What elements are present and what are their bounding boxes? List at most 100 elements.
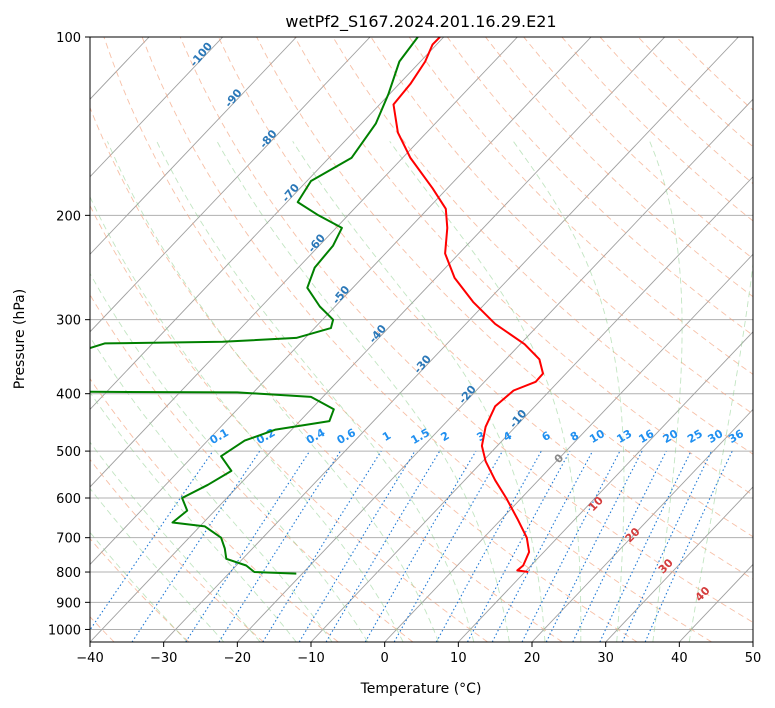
y-tick-label: 1000 — [48, 623, 81, 638]
moist-adiabat-label: 10 — [586, 494, 606, 514]
y-tick-label: 300 — [56, 314, 81, 329]
dry-adiabat-line — [637, 37, 753, 148]
dry-adiabat-line — [408, 37, 753, 375]
mixing-ratio-label: 25 — [685, 427, 705, 446]
y-tick-label: 400 — [56, 388, 81, 403]
y-tick-label: 100 — [56, 31, 81, 46]
x-tick-label: 30 — [597, 651, 614, 666]
mixing-ratio-line — [644, 450, 733, 642]
mixing-ratio-line — [393, 450, 503, 642]
moist-adiabat-line — [156, 141, 475, 642]
dry-adiabat-line — [90, 204, 488, 642]
chart-title: wetPf2_S167.2024.201.16.29.E21 — [285, 12, 556, 32]
y-tick-label: 600 — [56, 492, 81, 507]
moist-adiabat-line — [90, 441, 261, 642]
mixing-ratio-label: 30 — [706, 427, 726, 446]
isotherm-line — [0, 37, 2, 642]
x-tick-label: −30 — [150, 651, 177, 666]
dry-adiabat-line — [523, 37, 753, 260]
mixing-ratio-line — [90, 450, 214, 631]
isotherm-label: -10 — [507, 407, 530, 431]
mixing-ratio-label: 0.6 — [335, 426, 359, 447]
isotherm-line — [90, 37, 518, 488]
isotherm-line — [458, 331, 753, 642]
mixing-ratio-line — [435, 450, 542, 642]
mixing-ratio-line — [545, 450, 643, 642]
y-tick-label: 900 — [56, 596, 81, 611]
isotherm-line — [90, 37, 592, 566]
dry-adiabat-line — [599, 37, 753, 185]
mixing-ratio-line — [298, 450, 416, 642]
moist-adiabat-line — [688, 260, 753, 642]
isotherm-label: -20 — [456, 383, 479, 407]
dry-adiabat-line — [90, 458, 264, 642]
profile-line-3 — [90, 37, 419, 350]
isotherm-line — [679, 563, 753, 642]
mixing-ratio-label: 16 — [636, 427, 656, 446]
isotherm-label: -90 — [222, 86, 245, 110]
y-axis-title: Pressure (hPa) — [12, 289, 28, 389]
mixing-ratio-line — [218, 450, 341, 642]
moist-adiabat-label: 40 — [693, 584, 713, 604]
isotherm-line — [90, 37, 297, 255]
moist-adiabat-line — [649, 141, 683, 642]
y-axis-ticks: 100 200 300 400 500 600 700 800 900 1000 — [48, 31, 90, 638]
isotherm-line — [237, 98, 753, 642]
dry-adiabat-line — [103, 37, 638, 642]
x-tick-label: −20 — [224, 651, 251, 666]
y-tick-label: 800 — [56, 566, 81, 581]
mixing-ratio-line — [364, 450, 477, 642]
moist-adiabat-line — [389, 141, 582, 642]
mixing-ratio-label: 0.4 — [304, 426, 328, 447]
dry-adiabat-line — [332, 37, 753, 455]
dry-adiabat-line — [217, 37, 753, 580]
moist-adiabat-line — [90, 487, 225, 642]
dry-adiabat-line — [370, 37, 753, 415]
isotherm-label: -30 — [411, 352, 434, 376]
x-tick-label: 20 — [524, 651, 541, 666]
mixing-ratio-label: 8 — [568, 429, 581, 444]
moist-adiabat-line — [90, 272, 369, 642]
mixing-ratio-label: 0.1 — [208, 426, 231, 447]
mixing-ratio-line — [262, 450, 382, 642]
isotherm-line — [384, 253, 753, 642]
mixing-ratio-line — [185, 450, 311, 642]
profile-line-2 — [90, 390, 335, 575]
isotherm-line — [90, 37, 666, 642]
mixing-ratio-label: 36 — [726, 427, 746, 446]
dry-adiabat-line — [256, 37, 753, 538]
x-tick-label: −40 — [76, 651, 103, 666]
mixing-ratio-line — [131, 450, 261, 642]
isotherm-line — [90, 37, 371, 333]
mixing-ratio-label: 4 — [501, 429, 514, 444]
x-tick-label: 0 — [381, 651, 389, 666]
isotherm-line — [163, 37, 739, 642]
dry-adiabat-line — [90, 106, 563, 642]
moist-adiabat-line — [90, 195, 404, 642]
isotherm-label: -80 — [257, 127, 280, 151]
moist-adiabat-line — [512, 141, 625, 642]
moist-adiabat-line — [216, 141, 510, 642]
x-axis-ticks: −40 −30 −20 −10 0 10 20 30 40 50 — [76, 642, 761, 666]
x-tick-label: 40 — [671, 651, 688, 666]
x-axis-title: Temperature (°C) — [360, 681, 482, 697]
x-tick-label: −10 — [297, 651, 324, 666]
moist-adiabat-line — [106, 141, 439, 642]
moist-adiabat-line — [90, 391, 297, 642]
y-tick-label: 200 — [56, 209, 81, 224]
dry-adiabat-line — [446, 37, 753, 336]
isotherm-line — [752, 641, 753, 642]
y-tick-label: 700 — [56, 532, 81, 547]
dry-adiabat-line — [561, 37, 753, 222]
isotherm-line — [90, 37, 224, 178]
plot-frame — [89, 36, 754, 643]
mixing-ratio-label: 1.5 — [409, 426, 432, 447]
isotherm-line — [605, 486, 753, 642]
moist-adiabat-label: 30 — [656, 556, 676, 576]
dry-adiabat-line — [90, 537, 190, 642]
mixing-ratio-label: 10 — [587, 427, 607, 446]
dry-adiabat-line — [141, 37, 712, 642]
background-lines — [0, 37, 753, 642]
mixing-ratio-label: 2 — [438, 429, 451, 444]
